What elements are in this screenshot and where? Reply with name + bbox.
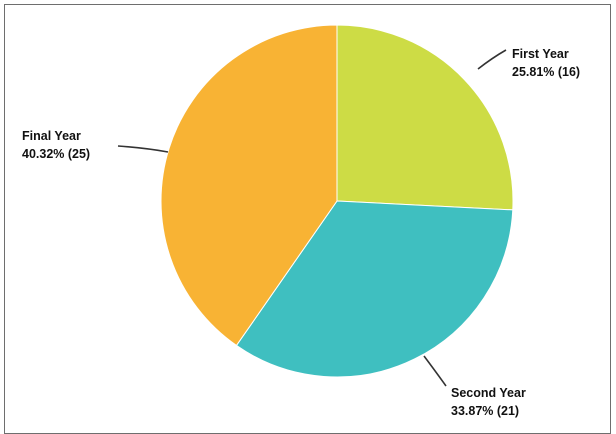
slice-label-final-year-value: 40.32% (25)	[22, 147, 90, 161]
slice-label-second-year-name: Second Year	[451, 386, 526, 400]
pie-slice-first-year	[336, 24, 514, 211]
pie-slices	[160, 24, 514, 378]
slice-label-second-year-value: 33.87% (21)	[451, 404, 519, 418]
slice-label-first-year-name: First Year	[512, 47, 569, 61]
leader-line-second-year	[423, 355, 447, 387]
leader-line-final-year	[117, 145, 169, 153]
leader-line-first-year	[477, 49, 507, 70]
pie-slice-final-year	[160, 24, 338, 347]
pie-slice-second-year	[235, 200, 514, 378]
slice-label-first-year-value: 25.81% (16)	[512, 65, 580, 79]
slice-label-final-year-name: Final Year	[22, 129, 81, 143]
